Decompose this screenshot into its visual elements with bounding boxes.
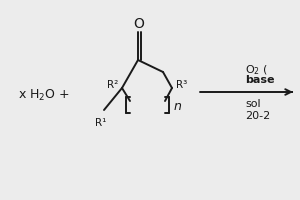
Text: O$_2$ (: O$_2$ ( xyxy=(245,63,268,77)
Text: sol: sol xyxy=(245,99,261,109)
Text: n: n xyxy=(174,100,182,114)
Text: base: base xyxy=(245,75,274,85)
Text: R²: R² xyxy=(107,80,118,90)
Text: 20-2: 20-2 xyxy=(245,111,270,121)
Text: x H$_2$O +: x H$_2$O + xyxy=(18,87,70,103)
Text: R¹: R¹ xyxy=(95,118,107,128)
Text: O: O xyxy=(134,17,144,31)
Text: R³: R³ xyxy=(176,80,187,90)
